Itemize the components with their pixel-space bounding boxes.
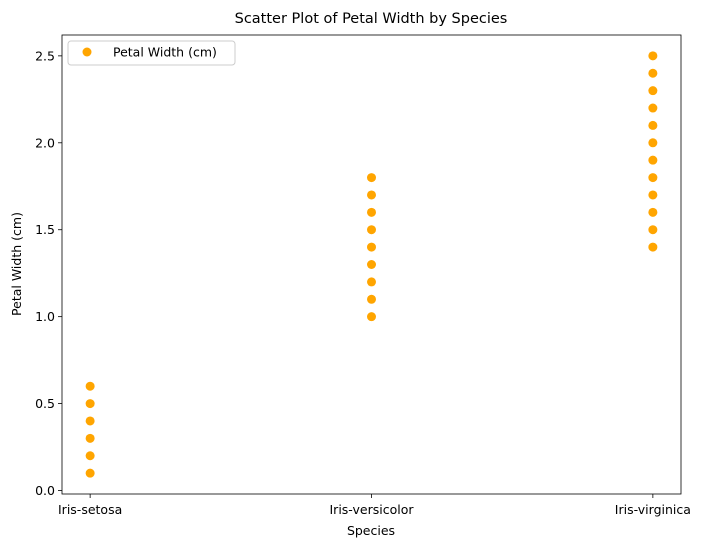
- data-point: [648, 173, 658, 183]
- data-point: [85, 433, 95, 443]
- data-point: [648, 138, 658, 148]
- data-point: [367, 242, 376, 252]
- legend-marker: [82, 47, 92, 57]
- y-tick-label: 2.0: [35, 135, 55, 150]
- data-point: [648, 225, 658, 235]
- x-tick-label: Iris-setosa: [58, 502, 122, 517]
- data-point: [367, 207, 376, 217]
- y-axis-ticks: 0.0 0.5 1.0 1.5 2.0 2.5: [35, 48, 62, 498]
- data-point: [648, 68, 658, 78]
- x-tick-label: Iris-versicolor: [330, 502, 415, 517]
- y-tick-label: 0.0: [35, 483, 55, 498]
- data-point: [367, 190, 376, 200]
- legend: Petal Width (cm): [67, 40, 236, 66]
- chart-title: Scatter Plot of Petal Width by Species: [235, 11, 508, 27]
- data-point: [648, 242, 658, 252]
- data-point: [85, 451, 95, 461]
- y-tick-label: 2.5: [35, 48, 55, 63]
- legend-label: Petal Width (cm): [113, 45, 217, 60]
- data-point: [367, 312, 376, 322]
- x-axis-label: Species: [347, 523, 395, 538]
- data-point: [648, 207, 658, 217]
- legend-box: [67, 40, 236, 66]
- data-point: [85, 399, 95, 409]
- data-point: [367, 225, 376, 235]
- y-axis-label: Petal Width (cm): [9, 212, 24, 316]
- data-point: [367, 277, 376, 287]
- y-tick-label: 1.0: [35, 309, 55, 324]
- data-point: [648, 51, 658, 61]
- y-tick-label: 1.5: [35, 222, 55, 237]
- data-point: [367, 260, 376, 269]
- data-point: [648, 155, 658, 165]
- data-point: [648, 86, 658, 96]
- x-axis-ticks: Iris-setosa Iris-versicolor Iris-virginica: [58, 494, 691, 517]
- data-point: [648, 120, 658, 130]
- data-point: [85, 468, 95, 478]
- data-point: [85, 416, 95, 426]
- y-tick-label: 0.5: [35, 396, 55, 411]
- data-point: [648, 103, 658, 113]
- data-point: [85, 381, 95, 391]
- data-point: [367, 294, 376, 304]
- data-point: [367, 173, 376, 183]
- data-points: [85, 51, 658, 478]
- data-point: [648, 190, 658, 200]
- x-tick-label: Iris-virginica: [615, 502, 691, 517]
